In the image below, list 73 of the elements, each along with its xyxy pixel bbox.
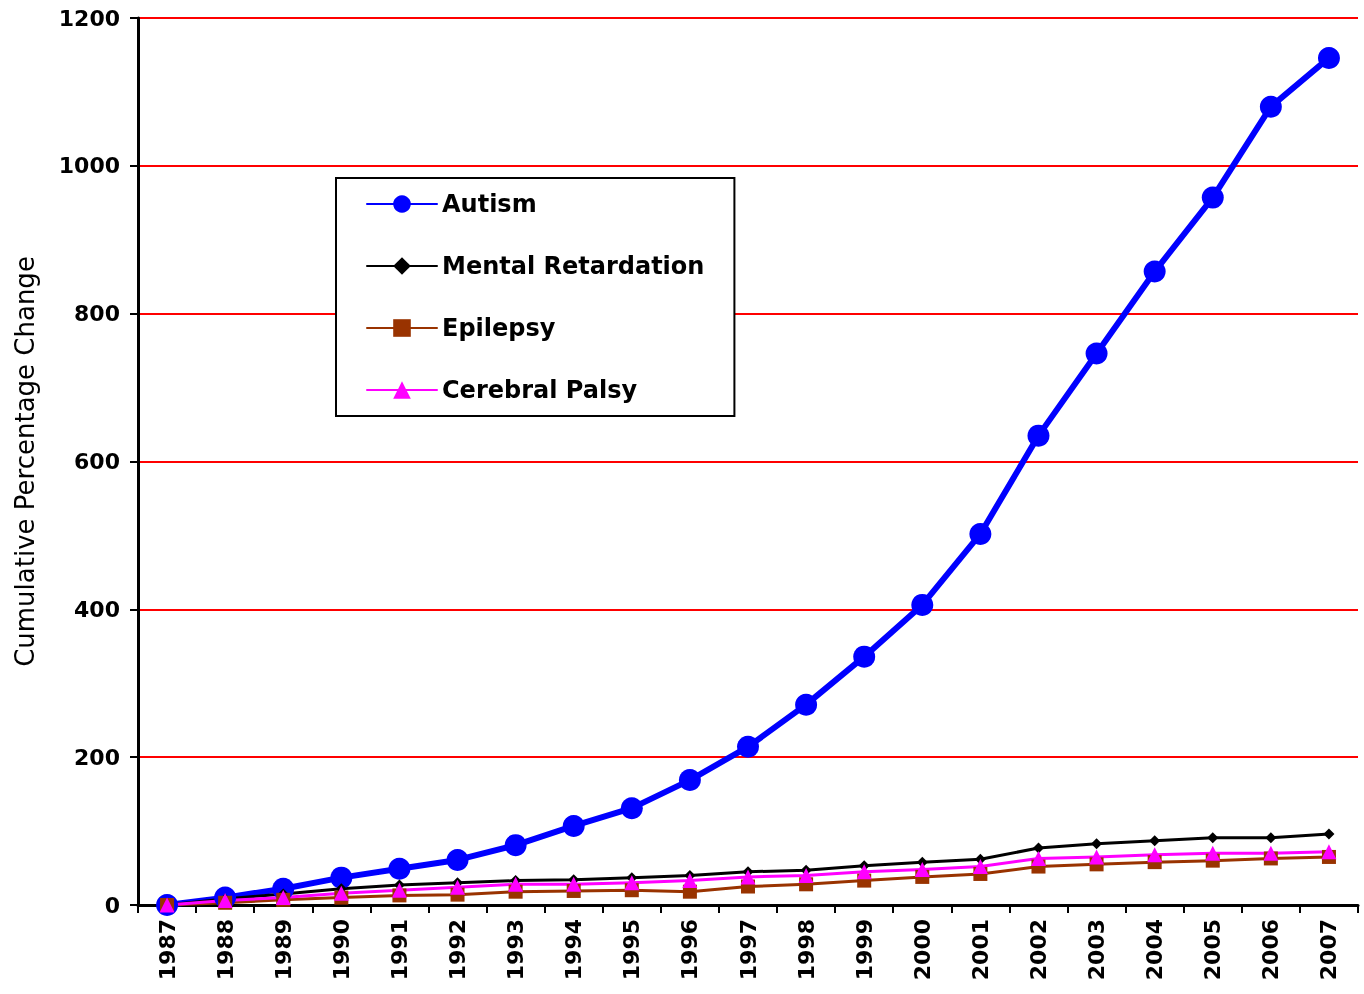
- point: [1030, 850, 1046, 866]
- point: [1207, 832, 1219, 844]
- y-tick-label: 1000: [58, 153, 120, 179]
- point: [1201, 186, 1224, 209]
- point: [969, 522, 992, 545]
- point: [740, 869, 756, 885]
- x-tick-label: 1996: [677, 919, 703, 981]
- point: [737, 735, 759, 758]
- x-tick-label: 2002: [1025, 919, 1051, 981]
- point: [1265, 832, 1277, 844]
- x-tick-label: 1989: [270, 919, 296, 981]
- point: [853, 645, 876, 668]
- point: [1259, 95, 1282, 118]
- point: [450, 879, 466, 895]
- point: [1321, 844, 1337, 860]
- point: [508, 876, 524, 892]
- x-tick-label: 2004: [1142, 919, 1168, 981]
- x-tick-label: 1999: [851, 919, 877, 981]
- x-tick-label: 2001: [967, 919, 993, 981]
- y-axis-title: Cumulative Percentage Change: [10, 256, 40, 667]
- y-tick-label: 400: [74, 596, 120, 622]
- x-tick-label: 1990: [328, 919, 354, 981]
- legend-label: Cerebral Palsy: [442, 376, 638, 404]
- point: [1317, 46, 1340, 69]
- x-tick-label: 1995: [619, 919, 645, 981]
- point: [1323, 828, 1335, 840]
- legend-label: Mental Retardation: [442, 252, 705, 280]
- point: [1032, 842, 1044, 854]
- x-tick-label: 2003: [1084, 919, 1110, 981]
- point: [911, 593, 934, 616]
- y-tick-label: 800: [74, 301, 120, 327]
- x-tick-label: 2006: [1258, 919, 1284, 981]
- point: [798, 867, 814, 883]
- x-tick-label: 2007: [1316, 919, 1342, 981]
- x-tick-label: 1991: [386, 919, 412, 981]
- point: [1085, 342, 1108, 365]
- point: [1143, 260, 1166, 283]
- point: [624, 875, 640, 891]
- point: [446, 848, 469, 871]
- x-tick-label: 1992: [445, 919, 471, 981]
- point: [391, 882, 407, 898]
- point: [504, 834, 527, 857]
- y-tick-label: 200: [74, 744, 120, 770]
- x-tick-label: 2005: [1200, 919, 1226, 981]
- point: [682, 873, 698, 889]
- legend-label: Epilepsy: [442, 314, 556, 342]
- point: [795, 693, 818, 716]
- point: [1263, 845, 1279, 861]
- x-tick-label: 1994: [561, 919, 587, 981]
- y-tick-label: 1200: [58, 5, 120, 31]
- point: [620, 797, 643, 820]
- point: [330, 866, 353, 889]
- point: [678, 769, 701, 792]
- y-tick-label: 600: [74, 449, 120, 474]
- y-tick-label: 0: [104, 892, 120, 918]
- x-tick-label: 1988: [212, 919, 238, 981]
- point: [566, 876, 582, 892]
- x-tick-label: 1993: [503, 919, 529, 981]
- x-tick-label: 1998: [793, 919, 819, 981]
- point: [333, 885, 349, 901]
- x-tick-label: 1987: [154, 919, 180, 981]
- point: [1089, 849, 1105, 865]
- point: [562, 814, 585, 837]
- x-tick-label: 2000: [909, 919, 935, 981]
- point: [1027, 424, 1050, 447]
- point: [914, 862, 930, 878]
- point: [1205, 845, 1221, 861]
- point: [1147, 847, 1163, 863]
- point: [856, 864, 872, 880]
- point: [972, 859, 988, 875]
- x-tick-label: 1997: [735, 919, 761, 981]
- point: [388, 857, 411, 880]
- legend-label: Autism: [442, 190, 537, 218]
